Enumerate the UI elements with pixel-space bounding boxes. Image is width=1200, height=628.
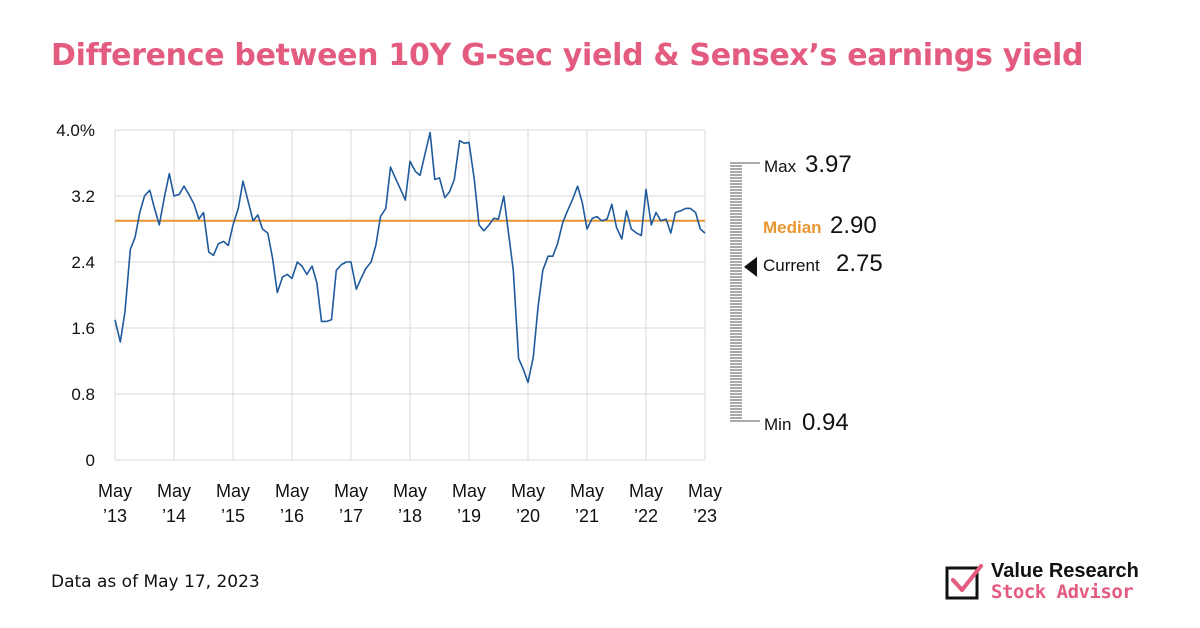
stats-panel: Max 3.97 Median 2.90 Current 2.75 Min 0.… (763, 151, 883, 436)
x-tick-label-month: May (393, 481, 427, 501)
y-tick-label: 0.8 (71, 385, 95, 404)
x-tick-label-month: May (688, 481, 722, 501)
y-axis-ticks: 0 0.8 1.6 2.4 3.2 4.0% (56, 121, 95, 470)
x-axis-ticks: May ’13 May ’14 May ’15 May ’16 May ’17 May ’18 May ’… (98, 481, 722, 526)
x-tick-label-year: ’16 (280, 506, 304, 526)
range-gauge (730, 162, 760, 422)
data-date-note: Data as of May 17, 2023 (51, 572, 260, 592)
current-label: Current (763, 256, 820, 275)
series-line-yield-difference (114, 131, 706, 384)
brand-logo-block: Value Research Stock Advisor (945, 560, 1175, 604)
y-tick-label: 1.6 (71, 319, 95, 338)
brand-product: Stock Advisor (991, 581, 1134, 603)
max-label: Max (764, 157, 797, 176)
current-value: 2.75 (836, 250, 883, 277)
x-tick-label-year: ’19 (457, 506, 481, 526)
checkmark-box-icon (945, 564, 983, 600)
x-tick-label-month: May (452, 481, 486, 501)
min-label: Min (764, 415, 791, 434)
min-value: 0.94 (802, 409, 849, 436)
x-tick-label-month: May (334, 481, 368, 501)
x-tick-label-year: ’21 (575, 506, 599, 526)
y-tick-label: 2.4 (71, 253, 95, 272)
y-tick-label: 0 (86, 451, 95, 470)
x-tick-label-month: May (629, 481, 663, 501)
x-tick-label-month: May (511, 481, 545, 501)
current-marker-icon (744, 256, 757, 277)
x-tick-label-month: May (98, 481, 132, 501)
grid (114, 129, 706, 461)
x-tick-label-year: ’23 (693, 506, 717, 526)
x-tick-label-year: ’14 (162, 506, 186, 526)
brand-name: Value Research (991, 560, 1139, 582)
x-tick-label-year: ’15 (221, 506, 245, 526)
x-tick-label-year: ’22 (634, 506, 658, 526)
x-tick-label-year: ’13 (103, 506, 127, 526)
x-tick-label-year: ’18 (398, 506, 422, 526)
y-tick-label: 4.0% (56, 121, 95, 140)
x-tick-label-month: May (570, 481, 604, 501)
x-tick-label-month: May (216, 481, 250, 501)
x-tick-label-month: May (157, 481, 191, 501)
median-value: 2.90 (830, 212, 877, 239)
y-tick-label: 3.2 (71, 187, 95, 206)
x-tick-label-year: ’20 (516, 506, 540, 526)
chart-title: Difference between 10Y G-sec yield & Sen… (51, 38, 1084, 73)
max-value: 3.97 (805, 151, 852, 178)
x-tick-label-year: ’17 (339, 506, 363, 526)
x-tick-label-month: May (275, 481, 309, 501)
median-label: Median (763, 218, 822, 237)
